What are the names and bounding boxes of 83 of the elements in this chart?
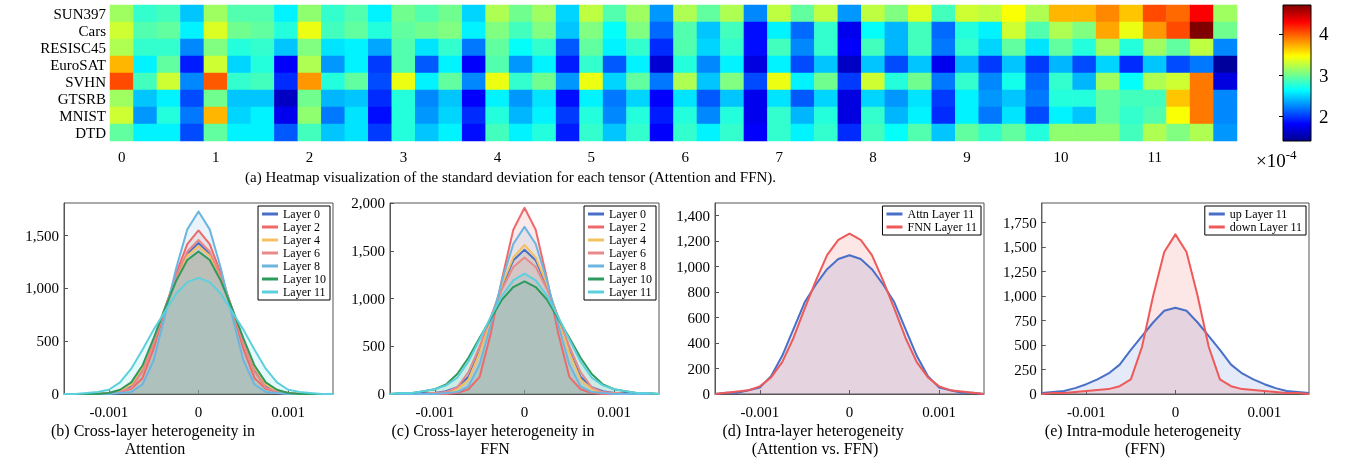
legend-label: down Layer 11 (1229, 220, 1302, 234)
x-tick-label: 4 (493, 148, 502, 165)
text: (c) Cross-layer heterogeneity in FFN (391, 421, 599, 457)
y-tick-label: MNIST (59, 107, 106, 124)
y-tick-label: GTSRB (57, 90, 106, 107)
legend-label: Layer 4 (609, 233, 647, 247)
x-tick-label: 10 (1053, 148, 1069, 165)
legend-label: Layer 2 (609, 220, 647, 234)
legend-label: Layer 6 (283, 246, 321, 260)
x-tick-label: 8 (869, 148, 877, 165)
x-tick-label: 9 (963, 148, 971, 165)
y-tick-label: 500 (1014, 337, 1037, 354)
x-tick-label: 0 (194, 403, 203, 420)
legend-label: Layer 6 (609, 246, 647, 260)
x-tick-label: 5 (587, 148, 596, 165)
legend-label: Layer 11 (283, 285, 326, 299)
y-tick-label: 200 (687, 360, 710, 377)
y-tick-label: SUN397 (53, 5, 107, 22)
x-tick-label: 11 (1147, 148, 1163, 165)
legend-label: Layer 8 (283, 259, 321, 273)
text: (a) Heatmap visualization of the standard deviation for each tensor (Attention and FFN). (245, 168, 777, 186)
x-tick-label: 0 (117, 148, 126, 165)
legend-label: Layer 2 (283, 220, 321, 234)
x-tick-label: -0.001 (1066, 403, 1106, 420)
y-tick-label: 500 (36, 333, 59, 350)
legend-label: Layer 8 (609, 259, 647, 273)
y-tick-label: 600 (687, 309, 710, 326)
y-tick-label: EuroSAT (50, 56, 106, 73)
y-tick-label: 500 (362, 338, 385, 355)
legend-label: Layer 0 (283, 207, 321, 221)
x-tick-label: 0.001 (597, 403, 632, 420)
x-tick-label: 3 (399, 148, 408, 165)
y-tick-label: 1,200 (676, 233, 710, 250)
y-tick-label: 1,500 (1003, 239, 1037, 256)
y-tick-label: 750 (1014, 312, 1037, 329)
y-tick-label: 800 (687, 284, 710, 301)
legend-label: Layer 10 (283, 272, 327, 286)
y-tick-label: 0 (1029, 386, 1037, 402)
y-tick-label: RESISC45 (40, 39, 106, 56)
y-tick-label: 1,000 (676, 258, 710, 275)
y-tick-label: 250 (1014, 361, 1037, 378)
legend-label: Layer 4 (283, 233, 321, 247)
x-tick-label: 0.001 (1247, 403, 1282, 420)
color-bar-label: 4 (1319, 23, 1329, 45)
y-tick-label: DTD (75, 124, 107, 141)
text: (e) Intra-module heterogeneity (FFN) (1044, 421, 1246, 458)
x-tick-label: 0 (845, 403, 854, 420)
y-tick-label: 400 (687, 335, 710, 352)
y-tick-label: 1,000 (25, 280, 59, 297)
y-tick-label: 1,500 (25, 227, 59, 244)
x-tick-label: 1 (211, 148, 220, 165)
x-tick-label: 0 (520, 403, 529, 420)
legend-label: FNN Layer 11 (907, 220, 978, 234)
x-tick-label: 0 (1171, 403, 1180, 420)
y-tick-label: 1,750 (1003, 214, 1037, 231)
x-tick-label: 2 (305, 148, 314, 165)
legend-label: Layer 0 (609, 207, 647, 221)
legend-label: Attn Layer 11 (907, 207, 975, 221)
y-tick-label: 2,000 (351, 195, 385, 211)
y-tick-label: 1,400 (676, 207, 710, 224)
y-tick-label: 1,000 (351, 290, 385, 307)
x-tick-label: -0.001 (740, 403, 780, 420)
x-tick-label: 6 (681, 148, 690, 165)
y-tick-label: 1,000 (1003, 288, 1037, 305)
legend-label: Layer 11 (609, 285, 652, 299)
text: (b) Cross-layer heterogeneity in Attention (51, 421, 259, 457)
color-bar-label: 3 (1319, 64, 1329, 86)
y-tick-label: 1,500 (351, 242, 385, 259)
y-tick-label: 0 (702, 386, 710, 402)
x-tick-label: -0.001 (415, 403, 455, 420)
legend-label: Layer 10 (609, 272, 653, 286)
text: (d) Intra-layer heterogeneity (Attention vs. FFN) (722, 421, 908, 458)
color-bar-label: 2 (1319, 105, 1329, 127)
y-tick-label: 0 (51, 386, 59, 402)
y-tick-label: 0 (377, 386, 385, 402)
x-tick-label: -0.001 (89, 403, 129, 420)
x-tick-label: 0.001 (922, 403, 957, 420)
legend-label: up Layer 11 (1229, 207, 1288, 221)
y-tick-label: SVHN (65, 73, 107, 90)
y-tick-label: Cars (78, 22, 107, 39)
x-tick-label: 7 (775, 148, 784, 165)
x-tick-label: 0.001 (271, 403, 306, 420)
y-tick-label: 1,250 (1003, 263, 1037, 280)
